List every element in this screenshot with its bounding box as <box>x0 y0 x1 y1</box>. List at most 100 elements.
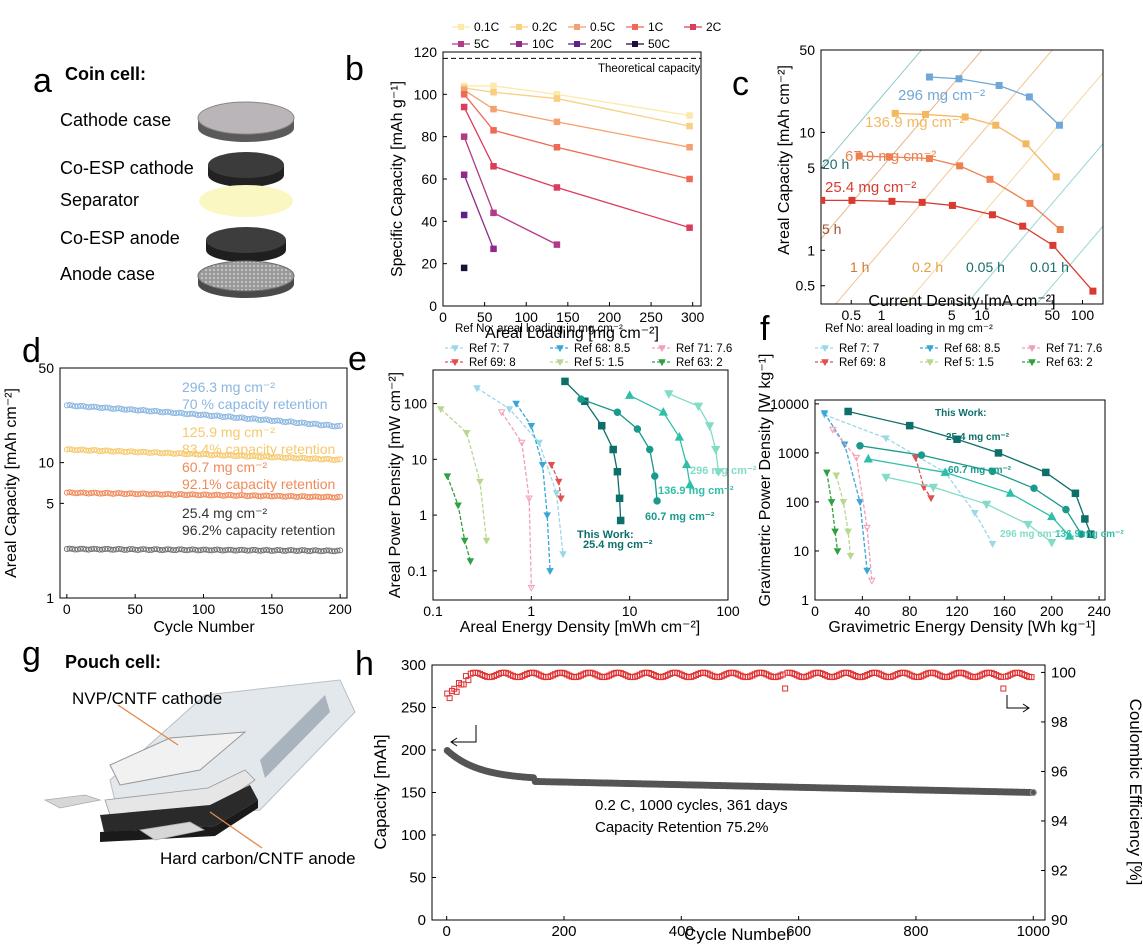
this-work-label: This Work: <box>577 529 634 541</box>
data-point <box>249 415 256 422</box>
data-point <box>151 407 158 414</box>
ce-point <box>1028 674 1035 681</box>
chart-c-frame <box>820 49 1104 305</box>
y-tick-label: 10 <box>38 455 54 471</box>
legend-marker <box>926 359 934 367</box>
data-point <box>69 402 76 409</box>
series-line-5C <box>463 136 558 246</box>
data-point <box>164 449 171 456</box>
data-point <box>241 415 248 422</box>
data-point <box>323 493 330 500</box>
data-point <box>102 447 109 454</box>
data-point <box>104 404 111 411</box>
coin-layer-label: Co-ESP anode <box>60 228 180 248</box>
data-point <box>828 426 837 434</box>
data-point <box>85 404 92 411</box>
data-point <box>917 451 926 459</box>
chart-b-legend: 0.1C 0.2C 0.5C 1C 2C 5C 10C 20C 50C <box>452 20 722 51</box>
series-line <box>440 408 488 541</box>
x-tick-label: 10 <box>622 603 638 619</box>
data-point <box>823 469 831 477</box>
legend-label: Ref 68: 8.5 <box>944 343 1000 355</box>
data-point <box>1055 121 1063 129</box>
legend-marker <box>556 359 564 367</box>
data-point <box>331 494 338 501</box>
data-point <box>497 409 506 417</box>
coin-cell-title: Coin cell: <box>65 64 146 84</box>
data-point <box>96 490 103 497</box>
data-point <box>145 408 152 415</box>
retention-label: 83.4% capacity retention <box>182 441 335 457</box>
cathode-layer <box>109 731 247 786</box>
data-point <box>203 411 210 418</box>
data-point <box>992 121 1000 129</box>
y-tick-label: 120 <box>414 44 438 60</box>
data-point <box>80 402 87 409</box>
data-point <box>1052 173 1060 181</box>
data-point <box>615 494 624 503</box>
data-point <box>208 492 215 499</box>
data-point <box>820 410 829 418</box>
data-point <box>307 494 314 501</box>
x-tick-label: 50 <box>477 309 493 325</box>
legend-label: 0.1C <box>474 20 500 34</box>
data-point <box>236 414 243 421</box>
data-point <box>151 490 158 497</box>
legend-marker <box>574 24 580 30</box>
y-tick-label: 50 <box>38 360 54 376</box>
y-tick-label: 150 <box>401 785 426 802</box>
data-point <box>195 492 202 499</box>
x-tick-label: 1 <box>527 603 535 619</box>
data-point <box>219 492 226 499</box>
legend-marker <box>658 345 666 353</box>
data-point <box>928 483 939 493</box>
x-tick-label: 5 <box>948 307 956 323</box>
legend-marker <box>458 24 464 30</box>
data-point <box>476 478 484 486</box>
chart-e-xlabel: Areal Energy Density [mWh cm⁻²] <box>460 619 701 636</box>
series-label: 136.9 mg cm⁻² <box>865 114 965 131</box>
data-point-10C <box>460 171 468 179</box>
data-point <box>189 450 196 457</box>
data-point <box>263 546 270 553</box>
y-tick-label: 60 <box>421 171 437 187</box>
loading-label: 296.3 mg cm⁻² <box>182 379 275 395</box>
coin-layer-label: Co-ESP cathode <box>60 158 194 178</box>
legend-label: Ref 7: 7 <box>469 343 509 355</box>
data-point <box>645 445 654 454</box>
data-point <box>238 452 245 459</box>
data-point <box>214 491 221 498</box>
data-point <box>988 467 997 476</box>
data-point <box>852 454 861 462</box>
data-point <box>287 492 294 499</box>
data-point <box>1089 287 1097 295</box>
data-point <box>443 473 452 481</box>
data-point <box>633 425 642 433</box>
data-point <box>298 419 305 426</box>
panel-letter-g: g <box>22 635 41 673</box>
legend-label: 10C <box>532 37 554 51</box>
data-point <box>115 545 122 552</box>
data-point <box>104 545 111 552</box>
this-work-label: This Work: <box>935 408 986 419</box>
series-line <box>895 112 1057 178</box>
coin-layer-label: Separator <box>60 190 139 210</box>
x-tick-label: 150 <box>556 309 580 325</box>
data-point <box>80 545 87 552</box>
data-point <box>713 468 724 477</box>
data-point <box>271 493 278 500</box>
data-point <box>77 489 84 496</box>
data-point <box>328 548 335 555</box>
data-point <box>674 432 685 441</box>
x-tick-label: 0 <box>63 601 71 617</box>
y-tick-label: 100 <box>404 396 428 412</box>
data-point <box>1056 226 1064 234</box>
data-point <box>214 451 221 458</box>
data-point-1C <box>553 144 561 151</box>
data-point <box>940 467 950 476</box>
data-point <box>195 547 202 554</box>
y-tick-label: 20 <box>421 256 437 272</box>
data-point <box>821 196 826 204</box>
legend-label: 1C <box>648 20 664 34</box>
series-line <box>580 398 658 501</box>
